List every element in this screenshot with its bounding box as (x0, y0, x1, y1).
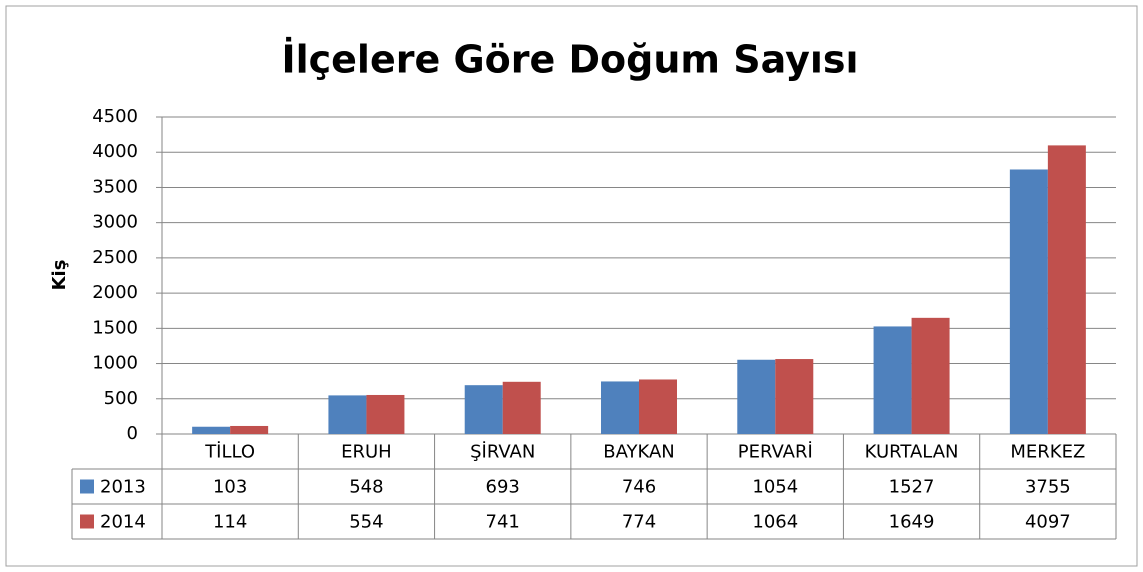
bar (1009, 169, 1048, 434)
table-value: 103 (213, 477, 247, 498)
bar (873, 326, 912, 434)
y-axis-label: Kiş (49, 260, 70, 291)
table-value: 554 (349, 512, 383, 533)
bar (366, 394, 405, 434)
table-value: 3755 (1025, 477, 1071, 498)
bar (1047, 145, 1086, 435)
table-value: 114 (213, 512, 247, 533)
legend-swatch (80, 479, 94, 494)
bar (911, 317, 950, 434)
bar (230, 425, 269, 434)
bar (775, 359, 814, 434)
x-tick-label: ERUH (341, 442, 392, 463)
bar (639, 379, 677, 434)
bar (328, 395, 367, 434)
y-tick-label: 0 (127, 423, 138, 444)
table-value: 746 (622, 477, 656, 498)
y-tick-label: 4500 (92, 106, 138, 127)
y-tick-label: 2500 (92, 247, 138, 268)
table-value: 1054 (752, 477, 798, 498)
y-tick-label: 2000 (92, 282, 138, 303)
x-tick-label: KURTALAN (865, 442, 959, 463)
x-tick-label: TİLLO (204, 442, 255, 463)
legend-label: 2013 (100, 477, 146, 498)
bar (464, 385, 503, 434)
x-tick-label: PERVARİ (738, 442, 813, 463)
bar (601, 381, 639, 434)
bar (737, 359, 776, 434)
y-tick-label: 500 (104, 388, 138, 409)
y-tick-label: 1500 (92, 317, 138, 338)
x-tick-label: MERKEZ (1010, 442, 1085, 463)
y-tick-label: 1000 (92, 353, 138, 374)
table-value: 1064 (752, 512, 798, 533)
table-value: 548 (349, 477, 383, 498)
bar (502, 381, 541, 434)
table-value: 1649 (889, 512, 935, 533)
table-value: 693 (486, 477, 520, 498)
y-tick-label: 3500 (92, 176, 138, 197)
bar (192, 426, 231, 434)
x-tick-label: ŞİRVAN (470, 442, 535, 463)
table-value: 1527 (889, 477, 935, 498)
x-tick-label: BAYKAN (603, 442, 675, 463)
chart-frame (5, 5, 1138, 567)
legend-label: 2014 (100, 512, 146, 533)
y-tick-label: 3000 (92, 212, 138, 233)
table-value: 4097 (1025, 512, 1071, 533)
chart-title: İlçelere Göre Doğum Sayısı (281, 38, 858, 82)
y-tick-label: 4000 (92, 141, 138, 162)
legend-swatch (80, 514, 94, 529)
table-value: 774 (622, 512, 656, 533)
table-value: 741 (486, 512, 520, 533)
